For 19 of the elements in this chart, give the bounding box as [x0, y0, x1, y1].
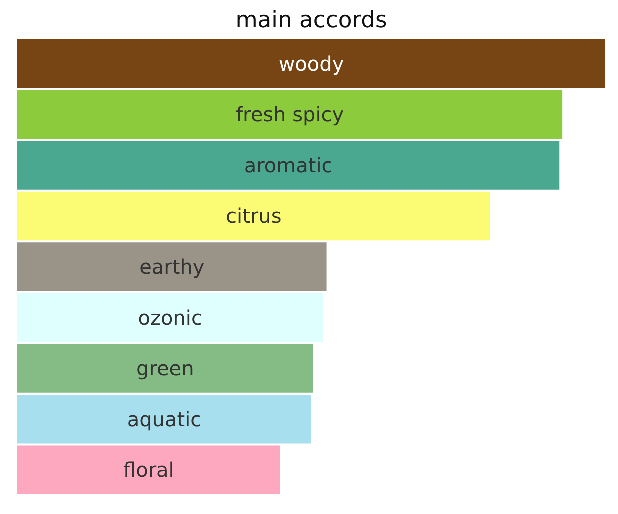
bar — [18, 344, 314, 393]
y-tick-label: green — [136, 356, 194, 381]
bar — [18, 446, 280, 494]
bar — [18, 192, 490, 241]
bar — [18, 293, 324, 342]
bar — [18, 141, 560, 190]
y-tick-label: citrus — [226, 204, 282, 228]
y-tick-label: ozonic — [138, 306, 202, 330]
y-tick-label: woody — [278, 52, 344, 76]
y-tick-label: fresh spicy — [236, 102, 344, 127]
y-tick-label: aquatic — [127, 407, 202, 432]
y-tick-label: aromatic — [244, 153, 333, 178]
chart-title: main accords — [236, 8, 388, 34]
bar — [18, 90, 563, 140]
y-tick-label: earthy — [140, 255, 205, 279]
bar — [18, 242, 327, 292]
bar — [18, 394, 312, 444]
bar — [18, 40, 606, 88]
y-tick-label: floral — [123, 458, 174, 482]
